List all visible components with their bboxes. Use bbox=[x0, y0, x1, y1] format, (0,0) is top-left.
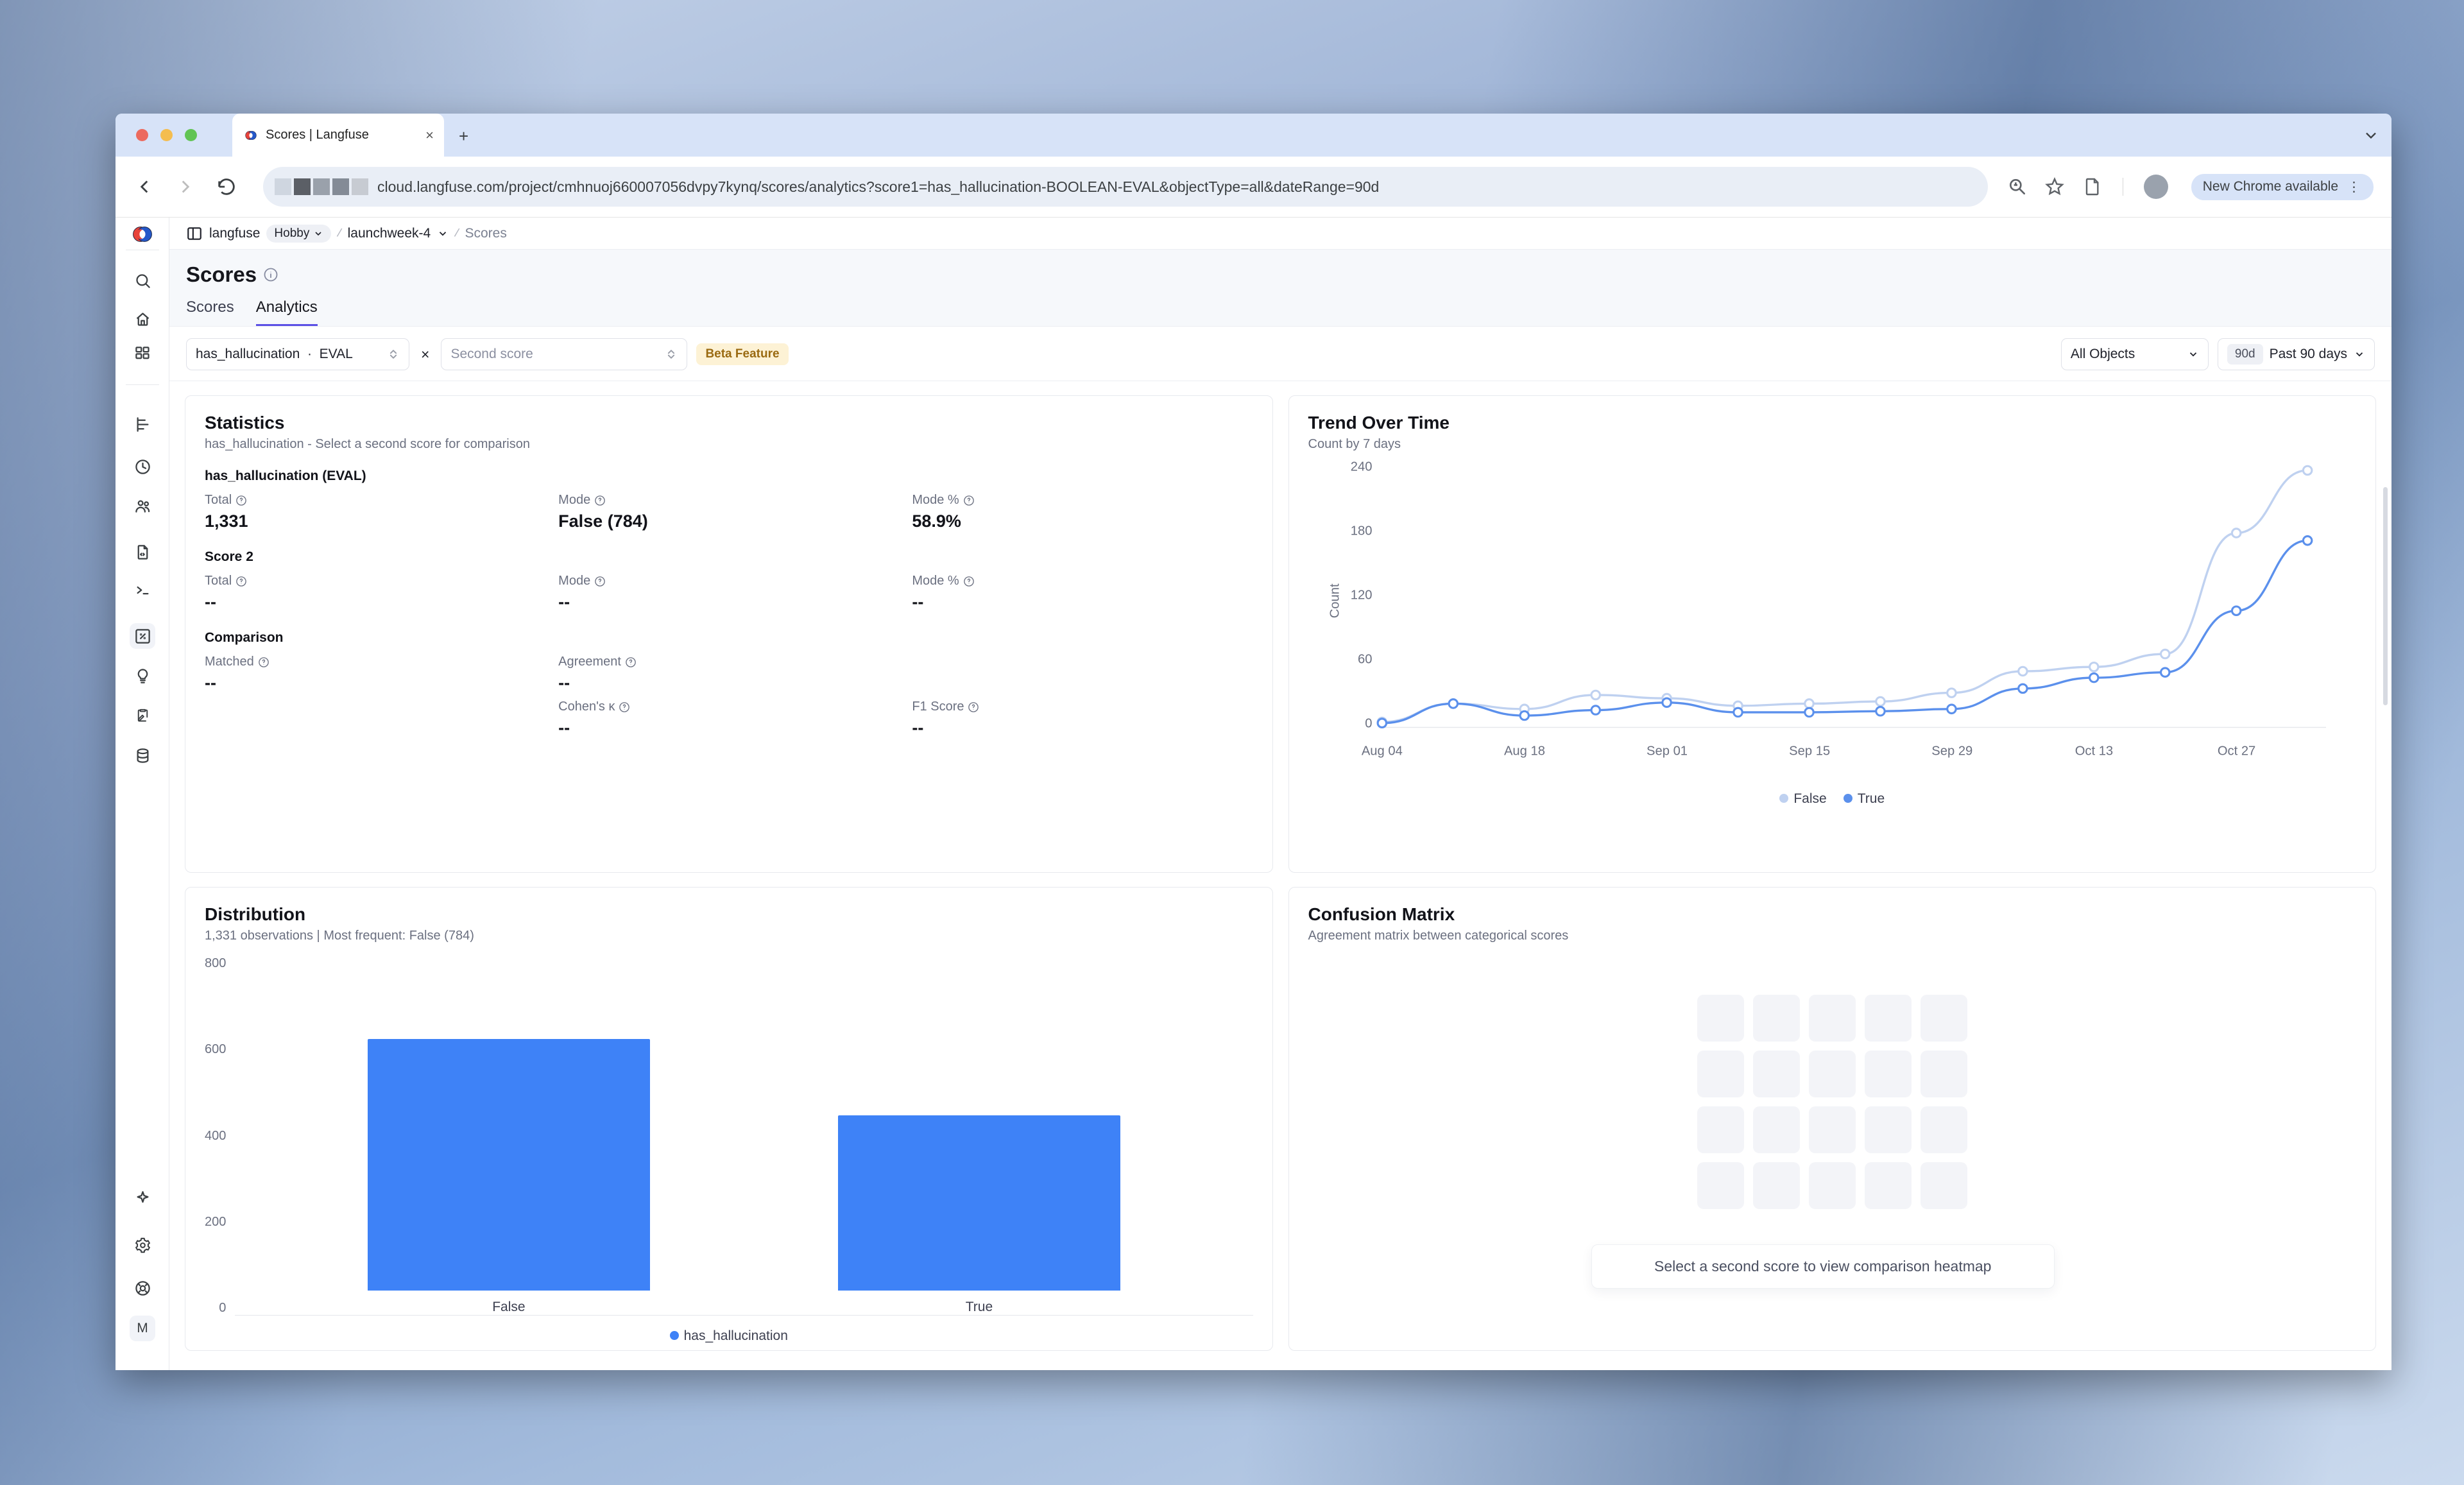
svg-text:Aug 18: Aug 18 bbox=[1503, 744, 1544, 759]
svg-text:240: 240 bbox=[1350, 459, 1372, 474]
svg-text:120: 120 bbox=[1350, 588, 1372, 602]
svg-text:Oct 13: Oct 13 bbox=[2075, 744, 2112, 759]
svg-text:0: 0 bbox=[1365, 716, 1372, 730]
svg-text:Sep 15: Sep 15 bbox=[1789, 744, 1830, 759]
svg-text:60: 60 bbox=[1357, 652, 1371, 666]
svg-text:Sep 01: Sep 01 bbox=[1647, 744, 1688, 759]
svg-text:Aug 04: Aug 04 bbox=[1361, 744, 1402, 759]
svg-text:Count: Count bbox=[1328, 583, 1342, 618]
svg-text:Sep 29: Sep 29 bbox=[1931, 744, 1972, 759]
svg-text:180: 180 bbox=[1350, 524, 1372, 538]
svg-text:Oct 27: Oct 27 bbox=[2217, 744, 2255, 759]
